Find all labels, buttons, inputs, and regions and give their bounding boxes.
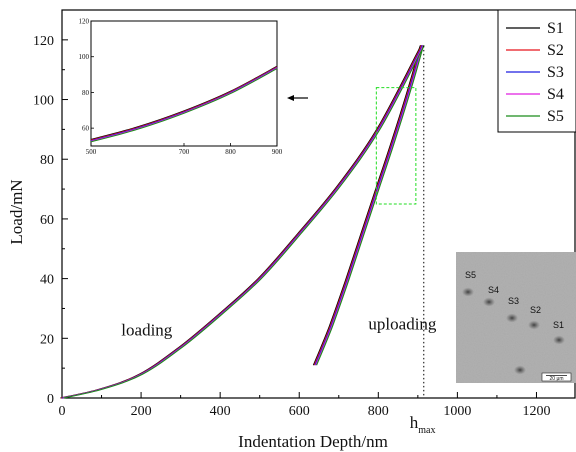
- indent-mark: [514, 365, 526, 375]
- inset-y-tick-label: 120: [79, 18, 90, 26]
- unloading-curve-s4: [315, 45, 424, 366]
- indent-mark: [528, 320, 540, 330]
- inset-x-tick-label: 900: [272, 148, 283, 156]
- main-plot-area: 0 200 400 600 800 1000 1200 0 20 40 60 80 100 120 lo…: [33, 9, 576, 436]
- inset-axis-ticks: 500 700 800 900 60 80 100 120: [79, 18, 283, 157]
- indent-label-s4: S4: [488, 285, 499, 295]
- indent-label-s1: S1: [553, 320, 564, 330]
- legend-label-s2: S2: [547, 42, 564, 59]
- loading-curve-s5: [63, 45, 425, 399]
- x-tick-label: 1200: [522, 404, 550, 419]
- inset-curve-s5: [90, 68, 278, 143]
- inset-x-tick-label: 500: [86, 148, 97, 156]
- indent-marks: [462, 287, 565, 375]
- x-tick-label: 1000: [443, 404, 471, 419]
- x-tick-label: 200: [131, 404, 152, 419]
- loading-annotation: loading: [121, 320, 172, 339]
- x-tick-label: 800: [368, 404, 389, 419]
- inset-y-tick-label: 100: [79, 53, 90, 61]
- inset-x-tick-label: 700: [179, 148, 190, 156]
- inset-curve-s3: [90, 66, 278, 142]
- legend-label-s1: S1: [547, 20, 564, 37]
- y-tick-label: 40: [40, 273, 54, 288]
- inset-x-tick-label: 800: [225, 148, 236, 156]
- inset-y-tick-label: 80: [82, 89, 90, 97]
- inset-curve-s4: [90, 67, 278, 142]
- y-tick-label: 20: [40, 332, 54, 347]
- indent-label-s3: S3: [508, 296, 519, 306]
- plot-frame: [61, 9, 576, 399]
- zoom-region-box: [375, 87, 417, 205]
- y-tick-label: 100: [33, 94, 54, 109]
- indent-label-s5: S5: [465, 270, 476, 280]
- indent-labels: S5 S4 S3 S2 S1: [465, 270, 564, 330]
- legend-label-s3: S3: [547, 64, 564, 81]
- y-axis-title: Load/mN: [7, 179, 26, 244]
- x-axis-ticks: 0 200 400 600 800 1000 1200: [59, 392, 550, 419]
- unloading-curve-s3: [314, 45, 423, 366]
- y-tick-label: 60: [40, 213, 54, 228]
- x-tick-label: 400: [210, 404, 231, 419]
- inset-y-tick-label: 60: [82, 125, 90, 133]
- unloading-curve-s2: [313, 45, 422, 366]
- legend-label-s4: S4: [547, 86, 564, 103]
- legend-label-s5: S5: [547, 108, 564, 125]
- inset-curve-s1: [90, 65, 278, 140]
- scale-bar-label: 20 μm: [550, 376, 564, 382]
- y-tick-label: 80: [40, 153, 54, 168]
- unloading-curve-s1: [312, 45, 421, 366]
- indent-label-s2: S2: [530, 305, 541, 315]
- y-axis-ticks: 0 20 40 60 80 100 120: [33, 34, 68, 407]
- data-curves: [60, 45, 425, 399]
- inset-curves: [90, 65, 278, 143]
- indent-mark: [483, 297, 495, 307]
- scale-bar-box: [541, 372, 572, 382]
- inset-zoom-plot: 500 700 800 900 60 80 100 120: [79, 18, 283, 157]
- legend: S1 S2 S3 S4 S5: [497, 9, 576, 133]
- indent-mark: [506, 313, 518, 323]
- indent-mark: [462, 287, 474, 297]
- zoom-arrow: [287, 95, 308, 101]
- unloading-annotation: uploading: [368, 314, 436, 333]
- inset-curve-s2: [90, 66, 278, 141]
- legend-box: [497, 9, 576, 133]
- x-axis-title: Indentation Depth/nm: [238, 432, 388, 451]
- micrograph-image: S5 S4 S3 S2 S1 20 μm: [456, 252, 576, 383]
- indent-mark: [553, 335, 565, 345]
- x-tick-label: 600: [289, 404, 310, 419]
- y-tick-label: 0: [47, 392, 54, 407]
- x-tick-label: 0: [59, 404, 66, 419]
- unloading-curve-s5: [316, 45, 424, 366]
- y-tick-label: 120: [33, 34, 54, 49]
- hmax-label: hmax: [410, 413, 436, 436]
